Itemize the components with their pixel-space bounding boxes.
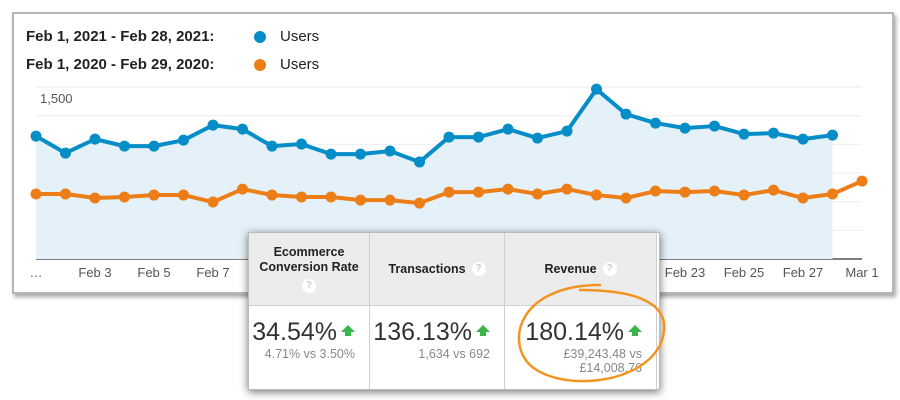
x-tick-label: Feb 3 [78,265,111,280]
data-point [561,125,573,137]
data-point [296,191,307,203]
scorecard-transactions: Transactions? 136.13% 1,634 vs 692 [370,233,505,389]
help-icon[interactable]: ? [602,262,617,276]
data-point [207,119,219,131]
data-point [325,191,337,203]
transactions-title: Transactions [388,261,466,276]
data-point [827,129,838,141]
data-point [414,156,425,168]
arrow-up-icon [341,325,355,336]
x-tick-label: Feb 23 [665,265,705,280]
data-point [827,188,838,200]
data-point [237,123,248,135]
data-point [237,183,248,195]
transactions-change: 136.13% [373,318,472,346]
x-tick-label: … [30,265,43,280]
scorecard-popup: Ecommerce Conversion Rate? 34.54% 4.71% … [248,232,660,390]
x-tick-label: Feb 7 [196,265,229,280]
x-tick-label: Feb 5 [137,265,170,280]
arrow-up-icon [476,325,490,336]
legend-previous-range: Feb 1, 2020 - Feb 29, 2020: [26,56,215,73]
data-point [119,140,130,152]
revenue-detail-current: £39,243.48 vs [563,347,642,361]
data-point [60,147,71,159]
revenue-detail-previous: £14,008.76 [579,361,642,375]
data-point [532,188,543,200]
data-point [620,192,632,204]
series-line [35,87,833,165]
data-point [178,134,189,146]
x-tick-label: Mar 1 [845,265,878,280]
data-point [89,133,101,145]
data-point [148,140,160,152]
legend-orange-dot-icon [254,59,266,71]
data-point [738,128,750,140]
data-point [797,192,809,204]
data-point [620,108,632,120]
data-point [178,189,189,201]
data-point [266,140,278,152]
legend-current-metric: Users [280,28,320,45]
data-point [266,189,278,201]
legend-previous: Feb 1, 2020 - Feb 29, 2020: Users [26,56,319,73]
revenue-change: 180.14% [525,318,624,346]
legend-blue-dot-icon [254,31,266,43]
help-icon[interactable]: ? [302,279,316,293]
data-point [679,122,691,134]
legend-previous-metric: Users [280,56,320,73]
data-point [502,183,514,195]
data-point [591,83,602,95]
data-point [650,185,661,197]
data-point [709,120,720,132]
data-point [797,133,809,145]
data-point [325,148,337,160]
arrow-up-icon [628,325,642,336]
data-point [119,191,130,203]
data-point [60,188,71,200]
data-point [502,123,514,135]
data-point [650,117,661,129]
data-point [709,185,720,197]
x-tick-label: Feb 25 [724,265,764,280]
help-icon[interactable]: ? [471,262,486,276]
data-point [473,131,484,143]
legend-current: Feb 1, 2021 - Feb 28, 2021: Users [26,28,319,45]
data-point [768,127,779,139]
data-point [355,148,366,160]
series-area-fill [36,89,833,259]
scorecard-conversion-rate: Ecommerce Conversion Rate? 34.54% 4.71% … [249,233,370,389]
data-point [296,138,307,150]
data-point [443,131,455,143]
data-point [384,145,396,157]
y-tick-label: 1,500 [40,91,73,106]
data-point [30,188,42,200]
data-point [738,189,750,201]
conversion-rate-title: Ecommerce Conversion Rate [259,245,359,274]
data-point [89,192,101,204]
transactions-detail: 1,634 vs 692 [418,347,490,361]
data-point [532,132,543,144]
data-point [207,196,219,208]
data-point [30,130,42,142]
data-point [355,194,366,206]
data-point [591,189,602,201]
data-point [856,175,868,187]
data-point [679,186,691,198]
data-point [414,197,425,209]
data-point [148,189,160,201]
data-point [561,183,573,195]
revenue-title: Revenue [544,261,597,276]
legend-current-range: Feb 1, 2021 - Feb 28, 2021: [26,28,215,45]
data-point [443,186,455,198]
conversion-rate-change: 34.54% [252,318,337,346]
conversion-rate-detail: 4.71% vs 3.50% [264,347,355,361]
data-point [384,194,396,206]
data-point [473,186,484,198]
data-point [768,184,779,196]
scorecard-revenue: Revenue? 180.14% £39,243.48 vs £14,008.7… [505,233,657,389]
x-tick-label: Feb 27 [783,265,823,280]
